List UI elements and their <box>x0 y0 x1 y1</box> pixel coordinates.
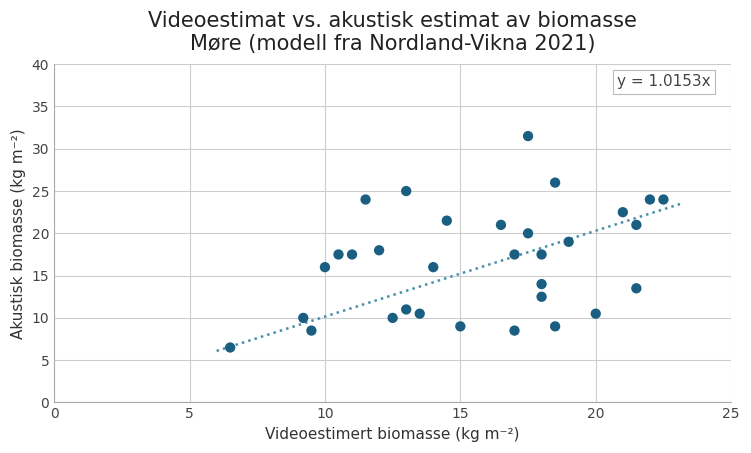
Point <box>495 221 507 228</box>
Point <box>644 196 656 203</box>
Point <box>657 196 669 203</box>
Text: y = 1.0153x: y = 1.0153x <box>617 74 711 89</box>
X-axis label: Videoestimert biomasse (kg m⁻²): Videoestimert biomasse (kg m⁻²) <box>265 427 520 442</box>
Point <box>297 314 309 322</box>
Point <box>549 323 561 330</box>
Point <box>441 217 453 224</box>
Point <box>508 251 520 258</box>
Point <box>630 284 642 292</box>
Point <box>522 132 534 140</box>
Point <box>224 344 236 351</box>
Point <box>333 251 345 258</box>
Y-axis label: Akustisk biomasse (kg m⁻²): Akustisk biomasse (kg m⁻²) <box>11 128 26 339</box>
Point <box>387 314 399 322</box>
Point <box>549 179 561 186</box>
Point <box>414 310 426 317</box>
Point <box>508 327 520 334</box>
Point <box>630 221 642 228</box>
Point <box>373 246 385 254</box>
Point <box>400 188 412 195</box>
Point <box>319 264 331 271</box>
Point <box>427 264 439 271</box>
Point <box>454 323 466 330</box>
Point <box>306 327 318 334</box>
Title: Videoestimat vs. akustisk estimat av biomasse
Møre (modell fra Nordland-Vikna 20: Videoestimat vs. akustisk estimat av bio… <box>148 11 637 54</box>
Point <box>522 230 534 237</box>
Point <box>346 251 358 258</box>
Point <box>617 208 629 216</box>
Point <box>562 238 575 246</box>
Point <box>535 280 547 288</box>
Point <box>400 306 412 313</box>
Point <box>360 196 372 203</box>
Point <box>590 310 602 317</box>
Point <box>535 251 547 258</box>
Point <box>535 293 547 300</box>
